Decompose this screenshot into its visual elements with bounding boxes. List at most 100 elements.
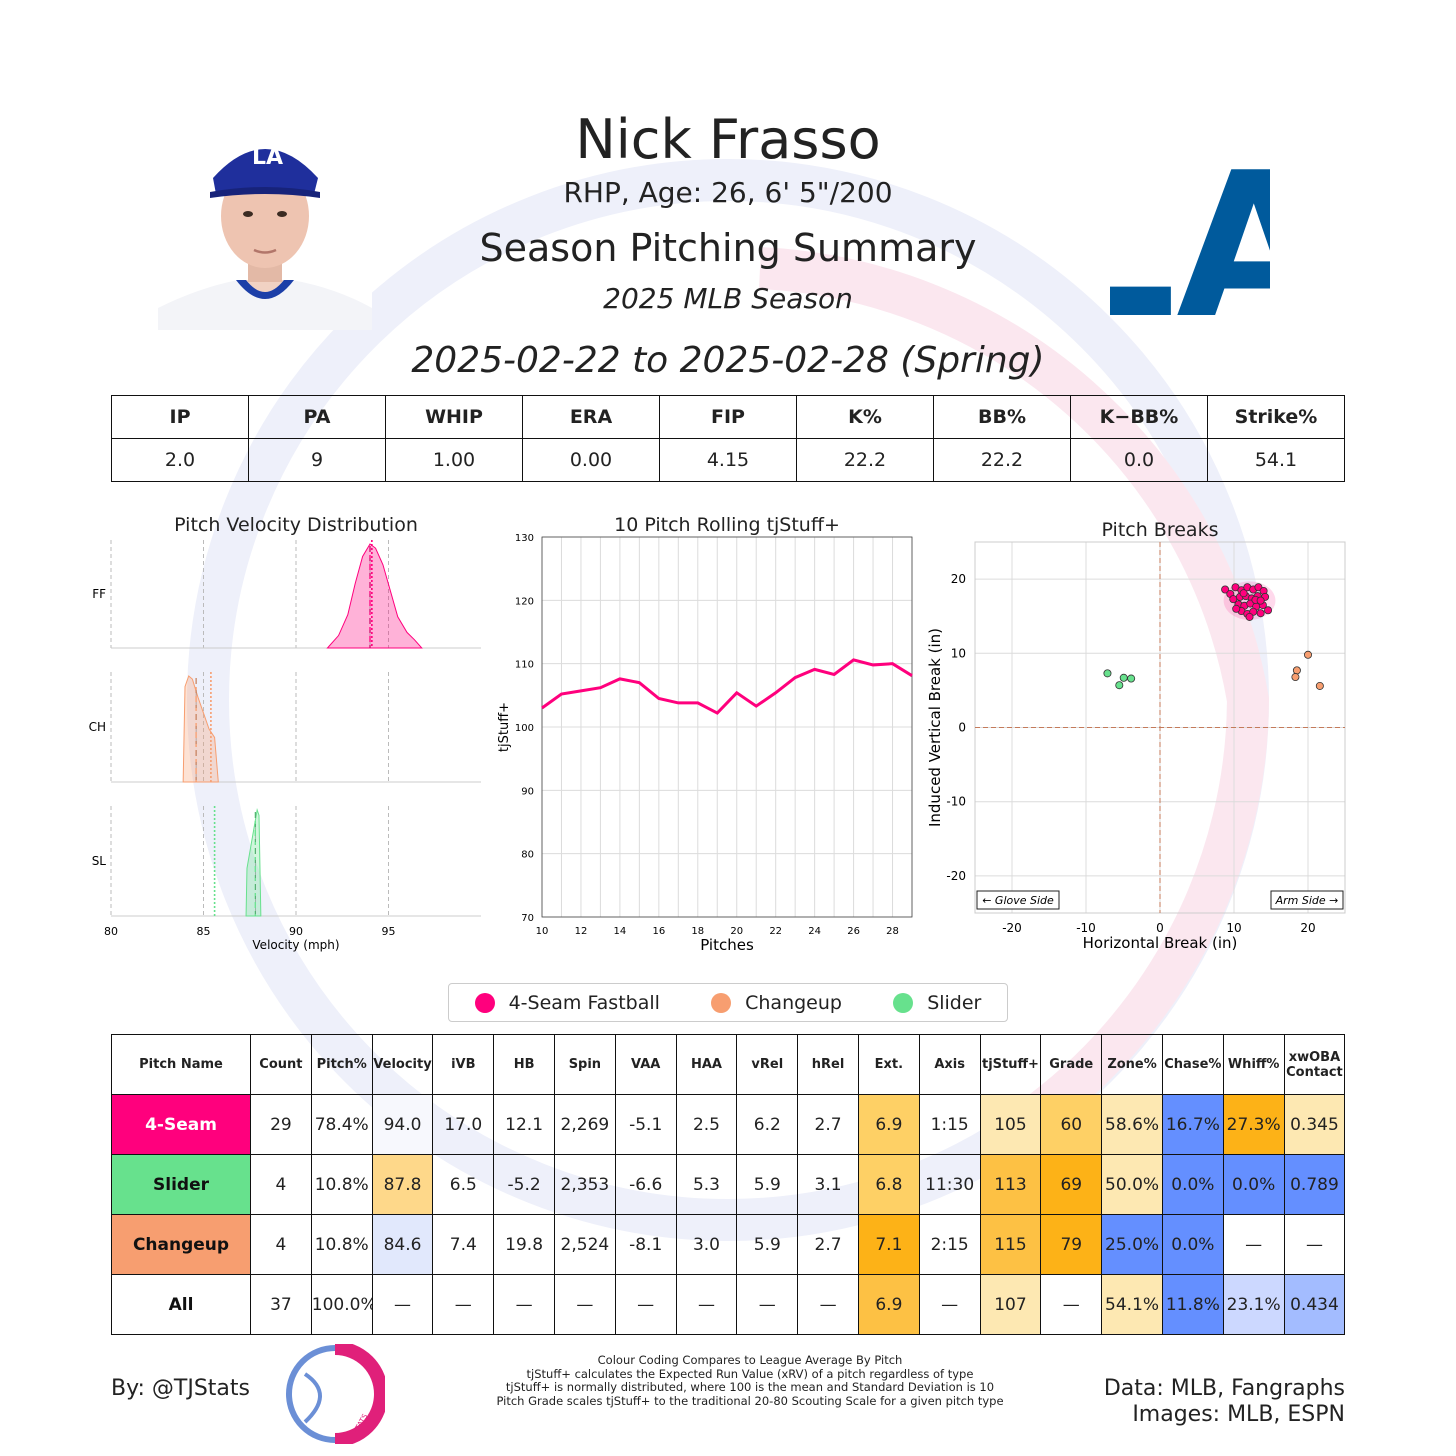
break-point: [1115, 681, 1124, 690]
table-cell: —: [675, 1274, 738, 1335]
x-tick-label: 80: [104, 925, 118, 938]
break-point: [1239, 589, 1248, 598]
annotation-text: ← Glove Side: [982, 894, 1054, 907]
break-point: [1127, 674, 1136, 683]
density-curve-ff: [326, 543, 423, 649]
player-photo: LA: [158, 118, 372, 330]
column-header: hRel: [797, 1034, 859, 1095]
legend-label: Changeup: [745, 991, 842, 1014]
break-point: [1119, 673, 1128, 682]
arm-side-annotation: Arm Side →: [1270, 890, 1344, 910]
column-header: iVB: [432, 1034, 495, 1095]
column-header: Pitch%: [310, 1034, 373, 1095]
x-tick-label: 10: [1226, 921, 1241, 935]
y-tick-label: 100: [515, 723, 534, 734]
column-header: HAA: [675, 1034, 738, 1095]
pitch-type-label: FF: [92, 587, 106, 601]
table-row: All 37 100.0% — — — — — — — —6.9—107—54.1% 11.8% 23.…: [111, 1274, 1346, 1335]
table-cell: 3.1: [797, 1154, 859, 1215]
table-cell: 2.7: [797, 1214, 859, 1275]
legend-item-fastball: 4-Seam Fastball: [474, 991, 660, 1014]
break-point: [1256, 609, 1265, 618]
velocity-chart-title: Pitch Velocity Distribution: [174, 514, 418, 536]
table-cell: 7.4: [432, 1214, 495, 1275]
slider-marker-icon: [893, 992, 914, 1013]
footnote-line: Colour Coding Compares to League Average…: [597, 1353, 903, 1367]
table-cell: 113: [979, 1154, 1042, 1215]
x-tick-label: 0: [1156, 921, 1164, 935]
table-row: 4-Seam 29 78.4% 94.0 17.0 12.1 2,269 -5.1 2.5 6.2…: [111, 1094, 1346, 1155]
x-tick-label: 95: [382, 925, 396, 938]
column-header: Count: [250, 1034, 312, 1095]
stat-value: 2.0: [111, 438, 249, 482]
break-point: [1256, 596, 1265, 605]
stat-header: BB%: [933, 395, 1071, 439]
table-cell: -5.1: [614, 1094, 677, 1155]
break-point: [1315, 681, 1324, 690]
table-cell: 10.8%: [310, 1214, 373, 1275]
pitch-type-label: SL: [92, 854, 107, 868]
table-cell: 115: [979, 1214, 1042, 1275]
table-cell: 19.8: [493, 1214, 555, 1275]
stat-header: ERA: [522, 395, 660, 439]
table-cell: 0.0%: [1222, 1154, 1285, 1215]
table-cell: —: [614, 1274, 677, 1335]
break-point: [1245, 612, 1254, 621]
annotation-box: [1270, 890, 1344, 910]
table-cell: 25.0%: [1101, 1214, 1163, 1275]
table-cell: 29: [250, 1094, 312, 1155]
y-tick-label: 120: [515, 596, 534, 607]
x-tick-label: 20: [730, 926, 743, 937]
table-cell: 3.0: [675, 1214, 738, 1275]
y-tick-label: 20: [951, 572, 966, 586]
pitch-table-header-row: Pitch Name Count Pitch% Velocity iVB HB Spin VA…: [111, 1034, 1346, 1095]
table-cell: 23.1%: [1222, 1274, 1285, 1335]
table-cell: 6.8: [857, 1154, 920, 1215]
stat-value: 22.2: [933, 438, 1071, 482]
data-source: Data: MLB, Fangraphs: [1103, 1376, 1345, 1401]
glove-side-annotation: ← Glove Side: [976, 890, 1060, 910]
legend-label: 4-Seam Fastball: [508, 991, 660, 1014]
table-cell: 2.5: [675, 1094, 738, 1155]
fastball-marker-icon: [474, 992, 495, 1013]
column-header: Grade: [1040, 1034, 1103, 1095]
table-cell: 2,269: [553, 1094, 616, 1155]
date-range: 2025-02-22 to 2025-02-28 (Spring): [411, 340, 1045, 381]
table-cell: —: [797, 1274, 859, 1335]
annotation-text: Arm Side →: [1275, 894, 1339, 907]
table-cell: 0.0%: [1161, 1154, 1224, 1215]
pitch-metrics-table: Pitch Name Count Pitch% Velocity iVB HB Spin VA…: [111, 1034, 1346, 1335]
table-cell: 79: [1040, 1214, 1103, 1275]
break-point: [1292, 666, 1301, 675]
table-cell: 11.8%: [1161, 1274, 1224, 1335]
table-cell: 6.9: [857, 1094, 920, 1155]
column-header: Whiff%: [1222, 1034, 1285, 1095]
stat-value: 54.1: [1207, 438, 1345, 482]
column-header: Ext.: [857, 1034, 920, 1095]
x-tick-label: 12: [575, 926, 588, 937]
table-cell: 94.0: [371, 1094, 434, 1155]
table-cell: —: [1222, 1214, 1285, 1275]
x-tick-label: 85: [197, 925, 211, 938]
x-tick-label: 10: [536, 926, 549, 937]
legend-item-changeup: Changeup: [711, 992, 842, 1014]
table-cell: —: [553, 1274, 616, 1335]
table-cell: 6.5: [432, 1154, 495, 1215]
pitch-legend: 4-Seam Fastball Changeup Slider: [448, 983, 1008, 1022]
column-header: xwOBA Contact: [1283, 1034, 1346, 1095]
x-tick-label: 22: [769, 926, 782, 937]
x-tick-label: 24: [808, 926, 821, 937]
y-tick-label: -10: [946, 795, 966, 809]
y-tick-label: 90: [521, 786, 534, 797]
plot-frame: [541, 536, 913, 918]
pitch-name-cell: All: [111, 1274, 251, 1335]
stat-value: 1.00: [385, 438, 523, 482]
table-cell: 5.3: [675, 1154, 738, 1215]
table-cell: 105: [979, 1094, 1042, 1155]
table-cell: 0.434: [1283, 1274, 1346, 1335]
table-cell: —: [918, 1274, 981, 1335]
column-header: tjStuff+: [979, 1034, 1042, 1095]
table-cell: 6.9: [857, 1274, 920, 1335]
season-stats-table: IP PA WHIP ERA FIP K% BB% K−BB% Strike% …: [111, 395, 1345, 482]
stat-value: 4.15: [659, 438, 797, 482]
